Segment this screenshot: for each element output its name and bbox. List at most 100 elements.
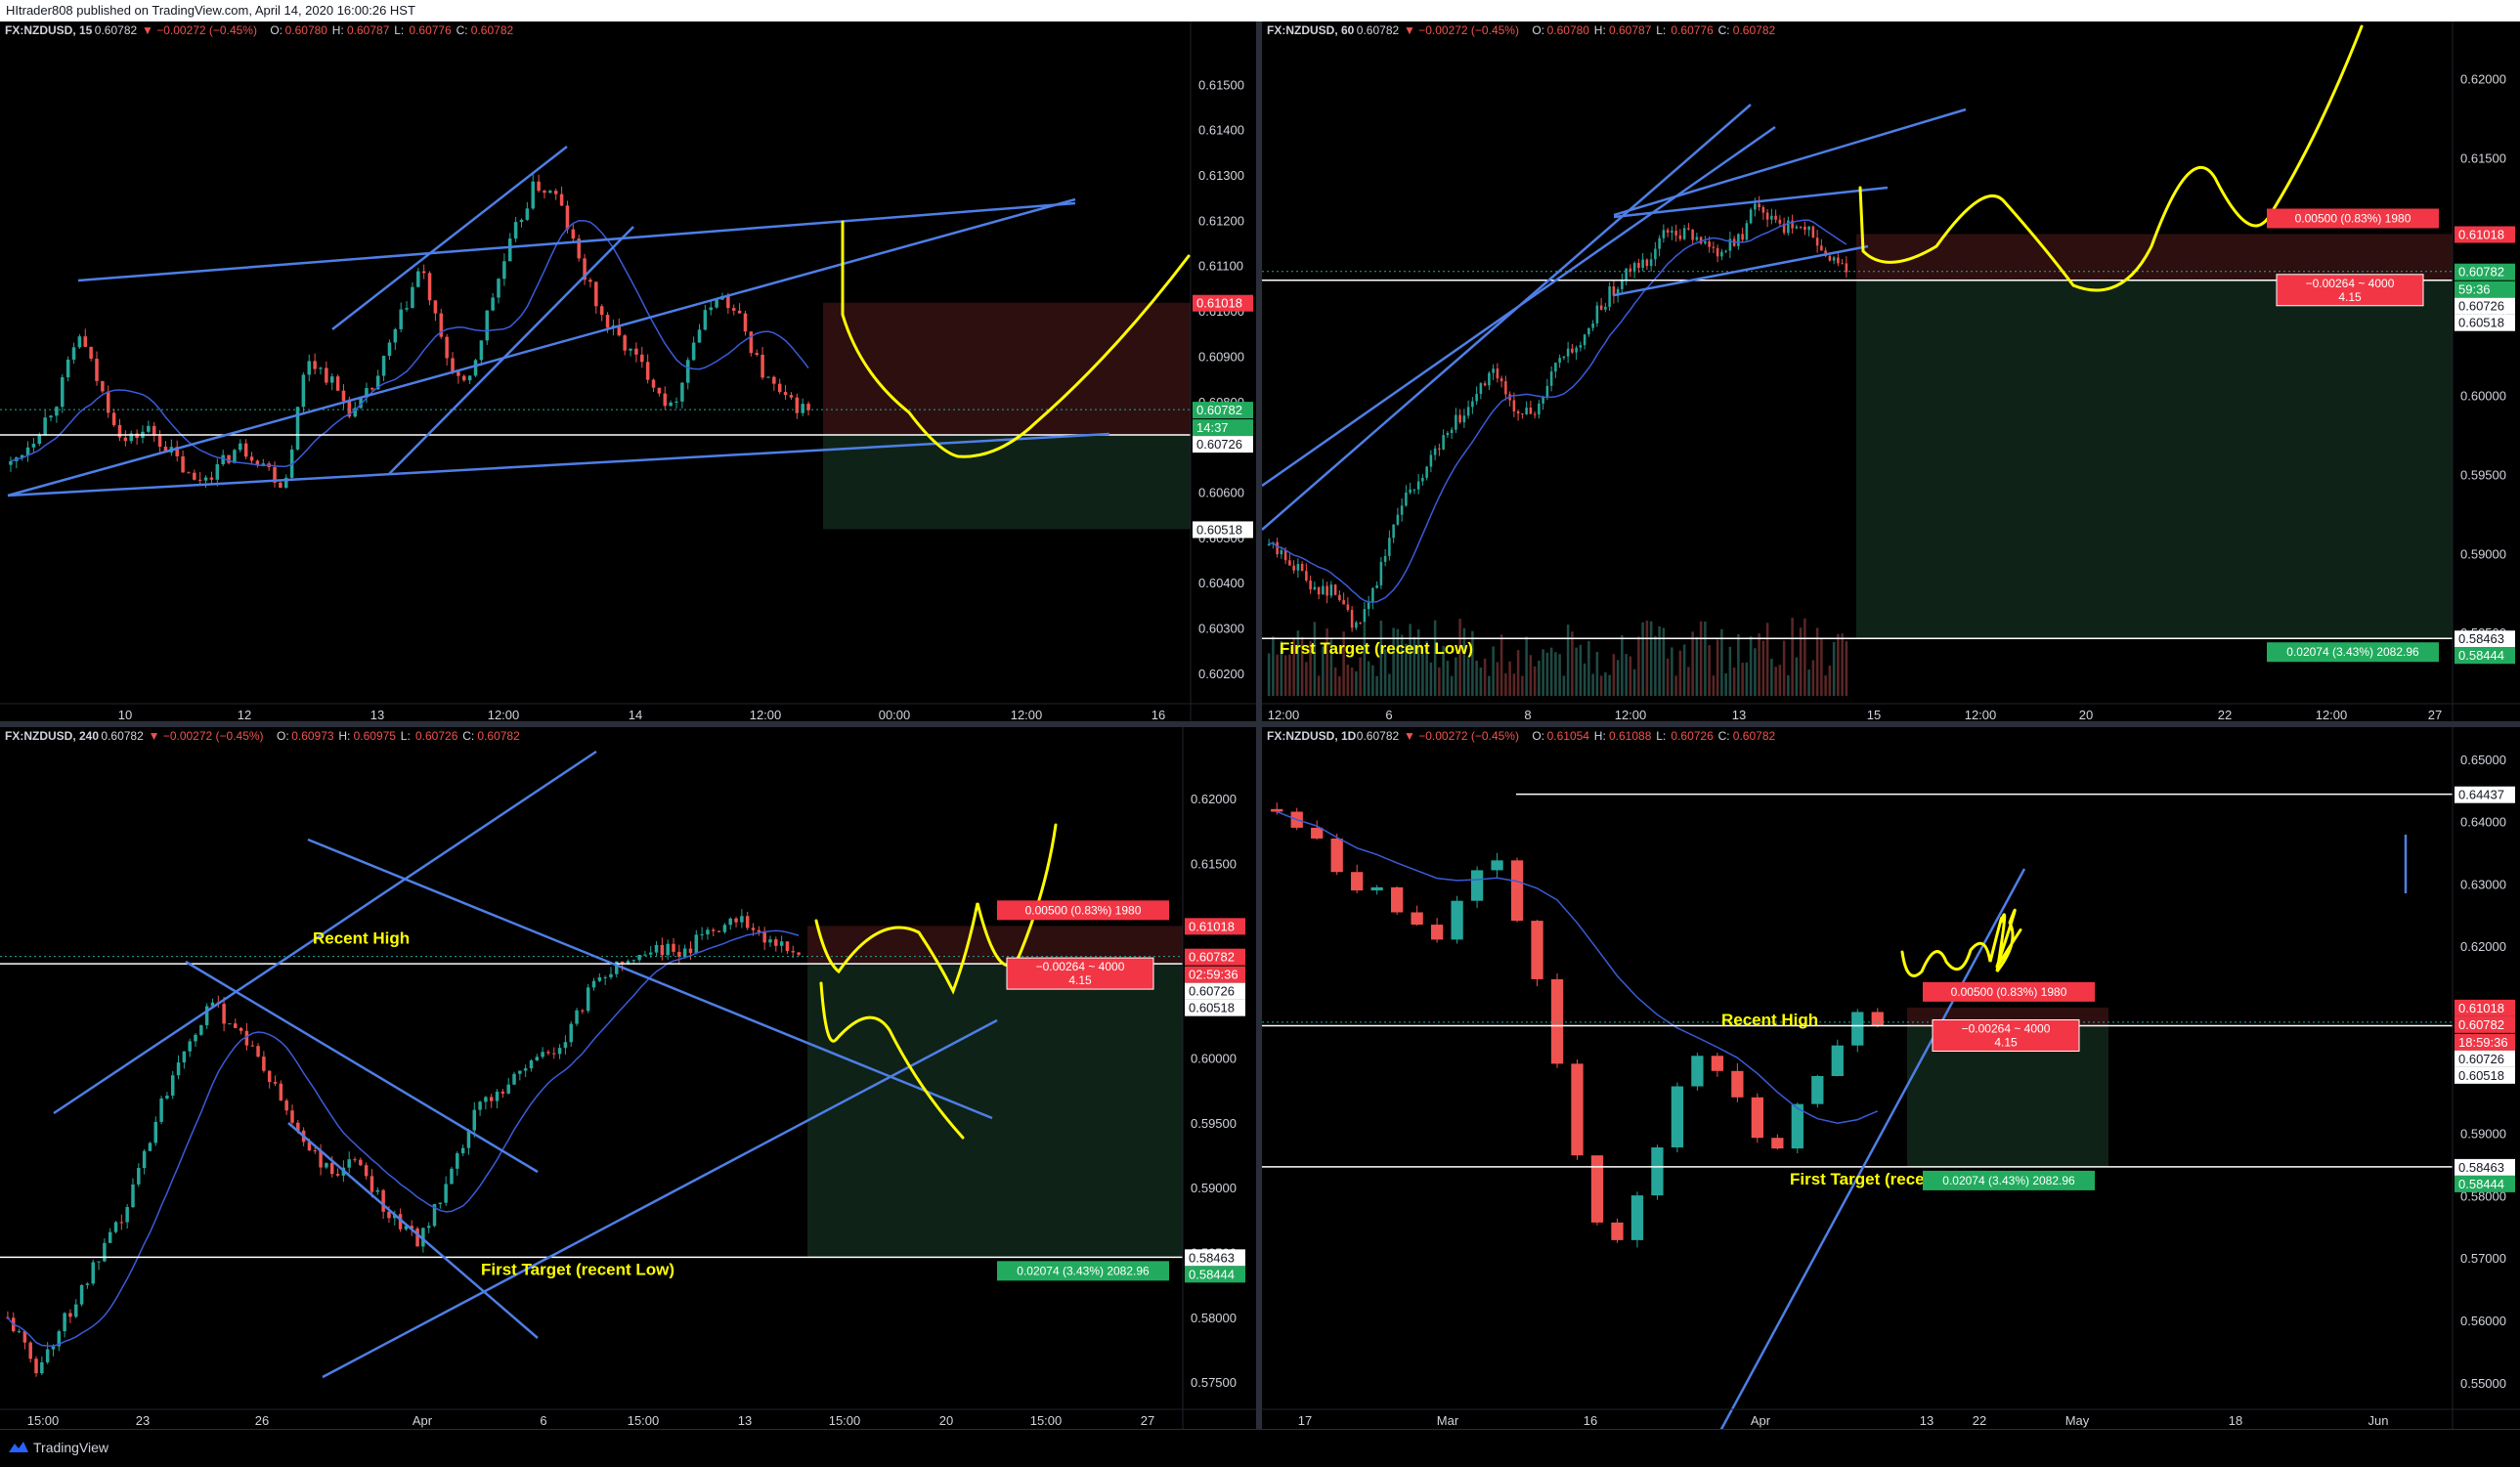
volume-bar <box>1383 649 1387 696</box>
volume-bar <box>1558 654 1561 696</box>
ohlc-header-item: 0.60782 <box>1357 729 1400 743</box>
trendline <box>53 750 597 1115</box>
position-ratio-box <box>1006 957 1154 990</box>
chart-canvas-15m[interactable]: FX:NZDUSD, 15 0.60782 ▼ −0.00272 (−0.45%) O… <box>0 22 1256 721</box>
chart-canvas-1h[interactable]: FX:NZDUSD, 60 0.60782 ▼ −0.00272 (−0.45%) O… <box>1262 22 2520 721</box>
position-reward-text: 0.02074 (3.43%) 2082.96 <box>2286 645 2419 659</box>
volume-bar <box>1737 633 1740 696</box>
volume-bar <box>1599 675 1603 696</box>
candle-body <box>565 205 570 230</box>
volume-bar <box>1778 665 1782 696</box>
ohlc-header-item: H: <box>1594 23 1606 37</box>
candle-body <box>427 273 432 301</box>
candle-body <box>123 437 128 442</box>
candle-body <box>129 433 133 442</box>
position-reward-text: 0.02074 (3.43%) 2082.96 <box>1942 1174 2075 1187</box>
candle-body <box>1611 1222 1624 1240</box>
chart-panel-4h[interactable]: FX:NZDUSD, 240 0.60782 ▼ −0.00272 (−0.45%)… <box>0 727 1256 1429</box>
price-axis-label <box>1185 948 1245 966</box>
candle-body <box>631 960 636 962</box>
candle-body <box>197 479 202 481</box>
candle-body <box>1351 872 1364 891</box>
chart-panel-15m[interactable]: FX:NZDUSD, 15 0.60782 ▼ −0.00272 (−0.45%) O… <box>0 22 1256 721</box>
price-axis-label <box>2455 226 2515 243</box>
volume-bar <box>1811 660 1815 696</box>
candle-body <box>1488 372 1491 386</box>
chart-canvas-1d[interactable]: FX:NZDUSD, 1D 0.60782 ▼ −0.00272 (−0.45%) O… <box>1262 727 2520 1429</box>
candle-body <box>439 313 444 337</box>
time-axis-tick: 27 <box>2428 708 2442 721</box>
candle-body <box>1276 541 1279 555</box>
candle-body <box>1658 237 1661 249</box>
candle-body <box>347 1159 351 1168</box>
volume-bar <box>1625 654 1628 696</box>
chart-canvas-4h[interactable]: FX:NZDUSD, 240 0.60782 ▼ −0.00272 (−0.45%)… <box>0 727 1256 1429</box>
candle-body <box>456 371 460 376</box>
ohlc-header-item: 0.60787 <box>347 23 390 37</box>
candle-body <box>467 375 472 381</box>
candle-body <box>157 435 162 447</box>
candle-body <box>680 382 684 402</box>
price-axis-label <box>1185 1266 1245 1283</box>
volume-bar <box>1671 647 1673 696</box>
candle-body <box>1728 238 1732 251</box>
candle-body <box>795 397 800 413</box>
candle-body <box>1815 237 1819 246</box>
ohlc-header-item: 0.61088 <box>1609 729 1652 743</box>
candle-body <box>398 1214 403 1230</box>
candle-body <box>660 944 665 956</box>
candle-body <box>583 258 587 280</box>
candle-body <box>228 1023 232 1025</box>
candle-body <box>152 425 156 436</box>
volume-bar <box>1309 640 1312 696</box>
trendline <box>331 146 568 330</box>
candle-body <box>1758 203 1760 208</box>
candle-body <box>369 1176 374 1192</box>
volume-bar <box>1305 662 1308 696</box>
chart-panel-1h[interactable]: FX:NZDUSD, 60 0.60782 ▼ −0.00272 (−0.45%) O… <box>1262 22 2520 721</box>
candle-body <box>783 392 788 396</box>
price-axis-label-text: 0.60518 <box>2458 1068 2504 1083</box>
price-axis-label <box>1185 999 1245 1016</box>
price-axis-label-text: 0.61018 <box>2458 1001 2504 1015</box>
candle-body <box>502 261 506 280</box>
candle-body <box>1828 255 1832 261</box>
ohlc-header-item: 0.60782 <box>95 23 138 37</box>
candle-body <box>199 1025 203 1035</box>
candle-body <box>375 1189 380 1192</box>
price-axis-label <box>1193 521 1253 539</box>
candle-body <box>777 383 782 393</box>
candle-body <box>1346 604 1350 611</box>
price-axis-label-text: 0.60782 <box>1196 403 1242 417</box>
candle-body <box>497 279 500 298</box>
price-axis-tick: 0.61300 <box>1198 168 1244 183</box>
volume-bar <box>1699 621 1703 696</box>
volume-bar <box>1405 643 1408 696</box>
time-axis-tick: Apr <box>1751 1413 1771 1428</box>
volume-bar <box>1566 625 1570 696</box>
volume-bar <box>1562 675 1566 696</box>
volume-bar <box>1658 626 1661 696</box>
candle-body <box>591 980 596 988</box>
candle-body <box>637 955 641 961</box>
price-axis-label <box>1193 402 1253 419</box>
chart-panel-1d[interactable]: FX:NZDUSD, 1D 0.60782 ▼ −0.00272 (−0.45%) O… <box>1262 727 2520 1429</box>
candle-body <box>1451 900 1463 940</box>
candle-body <box>119 1222 124 1224</box>
candle-body <box>101 380 105 392</box>
candle-body <box>9 460 13 465</box>
candle-body <box>731 308 736 311</box>
volume-bar <box>1579 644 1583 696</box>
price-axis-label <box>2455 1066 2515 1084</box>
candle-body <box>1499 378 1503 382</box>
candle-body <box>284 477 288 488</box>
price-axis-label-text: 0.58444 <box>2458 648 2504 663</box>
price-axis-label-text: 14:37 <box>1196 420 1229 435</box>
position-risk-text: 0.00500 (0.83%) 1980 <box>1951 985 2067 999</box>
volume-bar <box>1496 662 1499 696</box>
candle-body <box>45 1349 50 1362</box>
candle-body <box>1787 220 1790 234</box>
candle-body <box>163 446 168 453</box>
candle-body <box>1338 594 1341 601</box>
volume-bar <box>1571 631 1574 696</box>
